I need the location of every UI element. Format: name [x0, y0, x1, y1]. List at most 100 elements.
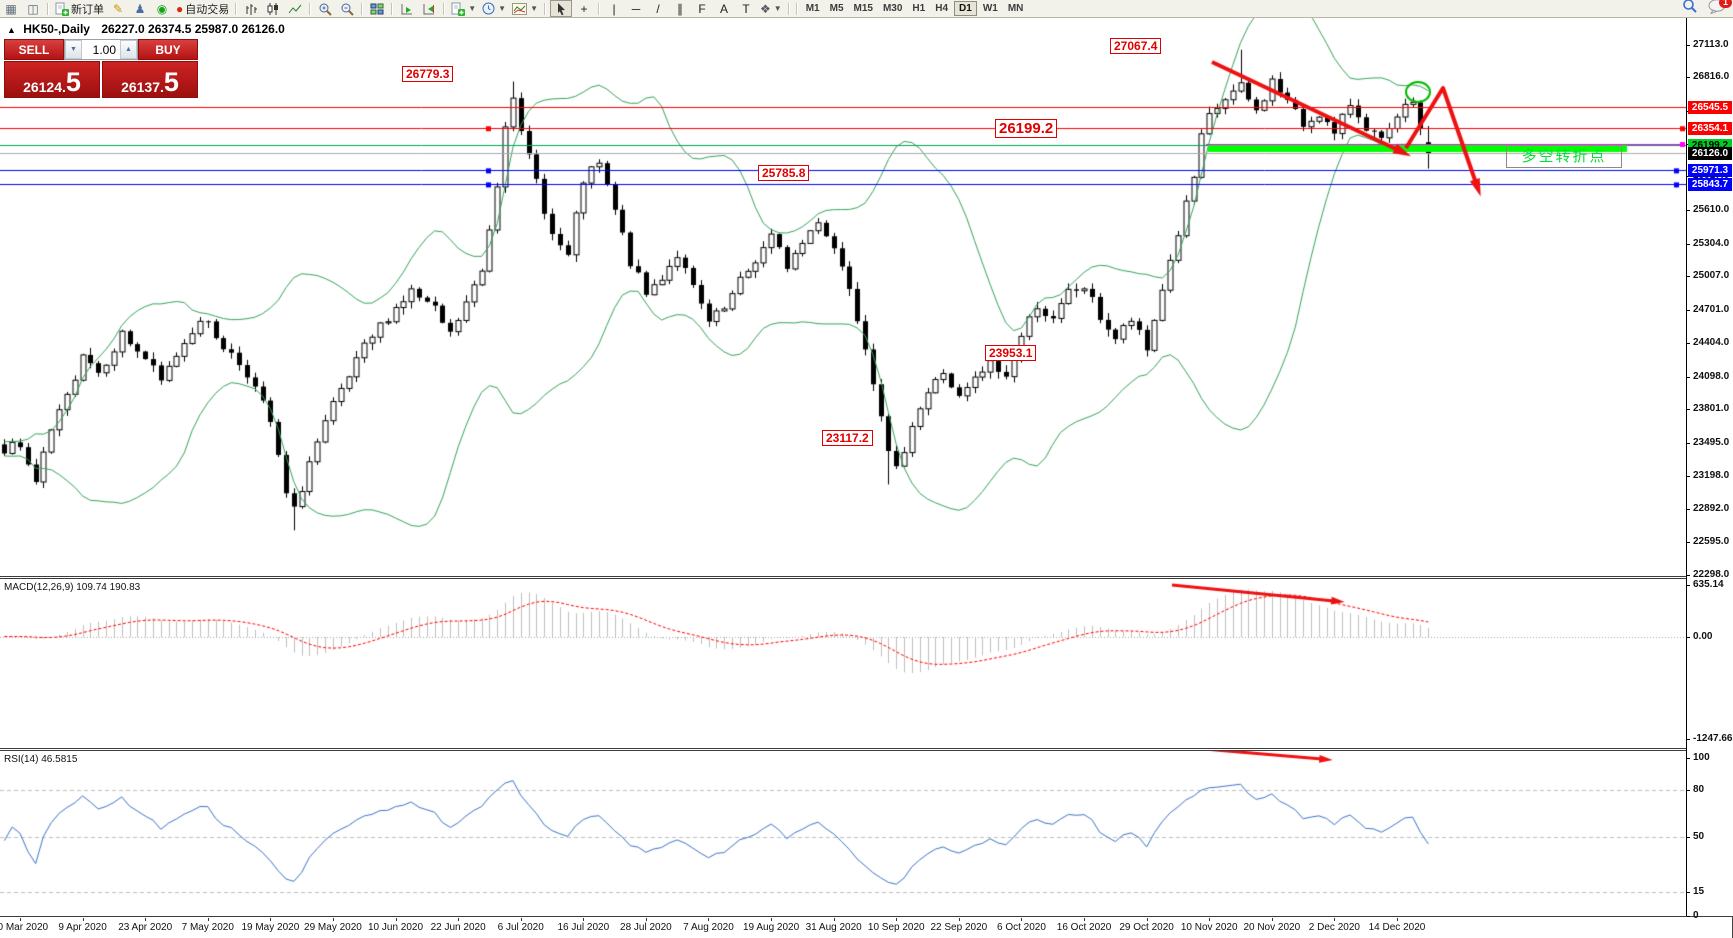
- timeframe-h4[interactable]: H4: [935, 3, 949, 14]
- label-icon[interactable]: T: [742, 1, 750, 16]
- rsi-pane-canvas[interactable]: [0, 751, 1686, 916]
- periods-icon[interactable]: ▼: [480, 1, 508, 16]
- rsi-scale-label: 15: [1693, 886, 1705, 898]
- price-tick-label: 27113.0: [1693, 38, 1729, 50]
- volume-increase-button[interactable]: ▲: [120, 40, 137, 59]
- price-tick-mark: [1687, 310, 1690, 312]
- new-order-button[interactable]: 新订单: [53, 1, 106, 16]
- zoom-in-icon[interactable]: [315, 1, 335, 16]
- timeframe-h1[interactable]: H1: [912, 3, 926, 14]
- sell-price-fraction: 5: [65, 67, 81, 97]
- rsi-tick-mark: [1687, 837, 1690, 838]
- price-axis[interactable]: 27113.026816.026510.026213.025917.025610…: [1686, 17, 1733, 921]
- buy-price-button[interactable]: 26137. 5: [102, 61, 198, 98]
- date-tick-mark: [520, 918, 522, 921]
- volume-decrease-button[interactable]: ▼: [65, 40, 82, 59]
- date-label: 6 Jul 2020: [497, 922, 544, 933]
- timeframe-d1[interactable]: D1: [954, 1, 977, 16]
- date-tick-mark: [1271, 918, 1273, 921]
- bar-chart-icon[interactable]: [241, 1, 261, 16]
- vertical-line-icon[interactable]: |: [612, 1, 616, 16]
- macd-pane-canvas[interactable]: [0, 579, 1686, 748]
- timeframe-m15[interactable]: M15: [853, 3, 873, 14]
- price-tick-label: 25007.0: [1693, 270, 1730, 282]
- price-callout[interactable]: 23117.2: [822, 430, 873, 446]
- line-chart-icon[interactable]: [285, 1, 305, 16]
- toolbar-separator: [47, 2, 49, 15]
- autotrade-button[interactable]: ● 自动交易: [176, 1, 230, 16]
- date-label: 29 May 2020: [304, 922, 362, 933]
- templates-icon[interactable]: ▼: [510, 1, 540, 16]
- rsi-scale-label: 80: [1693, 783, 1705, 795]
- date-tick-mark: [1396, 918, 1398, 921]
- zoom-out-icon[interactable]: [337, 1, 357, 16]
- horizontal-line-icon[interactable]: ─: [631, 1, 641, 16]
- price-tick-label: 24701.0: [1693, 304, 1730, 316]
- chart-shift-icon[interactable]: [419, 1, 439, 16]
- pane-separator[interactable]: [0, 748, 1733, 749]
- price-tag: 25843.7: [1688, 177, 1732, 191]
- timeframe-w1[interactable]: W1: [982, 3, 998, 14]
- main-chart-canvas[interactable]: [0, 17, 1686, 576]
- volume-input[interactable]: 1.00: [92, 42, 116, 57]
- chevron-down-icon: ▼: [468, 4, 477, 13]
- date-tick-mark: [395, 918, 397, 921]
- turning-point-note[interactable]: 多空转折点: [1506, 145, 1622, 168]
- date-tick-mark: [645, 918, 647, 921]
- date-label: 30 Mar 2020: [0, 922, 49, 933]
- rsi-tick-mark: [1687, 892, 1690, 894]
- notification-badge: 1: [1719, 0, 1732, 8]
- fibonacci-icon[interactable]: F: [698, 1, 706, 16]
- pane-separator[interactable]: [0, 576, 1733, 577]
- buy-price: 26137.: [121, 79, 164, 95]
- price-tick-label: 22595.0: [1693, 535, 1730, 547]
- timeframe-m5[interactable]: M5: [829, 3, 844, 14]
- channel-icon[interactable]: ∥: [677, 1, 684, 16]
- date-tick-mark: [833, 918, 835, 921]
- price-tick-mark: [1687, 243, 1690, 245]
- styler-icon[interactable]: ✎: [112, 1, 124, 16]
- candlestick-chart-icon[interactable]: [263, 1, 283, 16]
- expert-advisors-icon[interactable]: ♟: [134, 1, 146, 16]
- profiles-icon[interactable]: ◫: [27, 1, 39, 16]
- price-callout[interactable]: 26199.2: [995, 119, 1058, 138]
- price-callout[interactable]: 25785.8: [758, 165, 810, 181]
- sell-price-button[interactable]: 26124. 5: [4, 61, 100, 98]
- chart-header: ▲ HK50-,Daily 26227.0 26374.5 25987.0 26…: [7, 22, 285, 36]
- time-axis[interactable]: 30 Mar 2020 9 Apr 2020 23 Apr 2020 7 May 20…: [0, 918, 1686, 938]
- date-tick-mark: [1021, 918, 1023, 921]
- price-tick-label: 26816.0: [1693, 71, 1730, 83]
- collapse-arrow-icon[interactable]: ▲: [7, 25, 16, 35]
- rsi-tick-mark: [1687, 916, 1690, 917]
- price-tick-label: 22892.0: [1693, 503, 1730, 515]
- timeframe-m1[interactable]: M1: [805, 3, 820, 14]
- chat-icon[interactable]: 1: [1708, 0, 1732, 19]
- timeframe-m30[interactable]: M30: [882, 3, 903, 14]
- date-tick-mark: [583, 918, 585, 921]
- indicators-icon[interactable]: ▼: [449, 1, 478, 16]
- buy-button[interactable]: BUY: [138, 39, 198, 60]
- chevron-down-icon: ▼: [498, 4, 507, 13]
- date-label: 19 Aug 2020: [742, 922, 800, 933]
- crosshair-icon[interactable]: +: [580, 1, 588, 16]
- search-icon[interactable]: [1682, 0, 1698, 19]
- volume-stepper: ▼ 1.00 ▲: [64, 39, 138, 60]
- date-label: 14 Dec 2020: [1368, 922, 1426, 933]
- macd-scale-label: -1247.66: [1693, 733, 1733, 745]
- text-icon[interactable]: A: [720, 1, 729, 16]
- tile-windows-icon[interactable]: [367, 1, 387, 16]
- sell-button[interactable]: SELL: [4, 39, 64, 60]
- chevron-down-icon: ▼: [530, 4, 539, 13]
- date-tick-mark: [708, 918, 710, 921]
- price-tick-mark: [1687, 276, 1690, 278]
- shapes-icon[interactable]: ❖ ▼: [760, 1, 782, 16]
- timeframe-mn[interactable]: MN: [1007, 3, 1024, 14]
- new-chart-icon[interactable]: ▦: [5, 1, 17, 16]
- auto-scroll-icon[interactable]: [397, 1, 417, 16]
- signals-icon[interactable]: ◉: [156, 1, 168, 16]
- price-callout[interactable]: 23953.1: [985, 345, 1037, 361]
- price-callout[interactable]: 27067.4: [1110, 38, 1162, 54]
- price-callout[interactable]: 26779.3: [402, 66, 454, 82]
- cursor-icon[interactable]: [550, 0, 573, 17]
- trendline-icon[interactable]: /: [656, 1, 660, 16]
